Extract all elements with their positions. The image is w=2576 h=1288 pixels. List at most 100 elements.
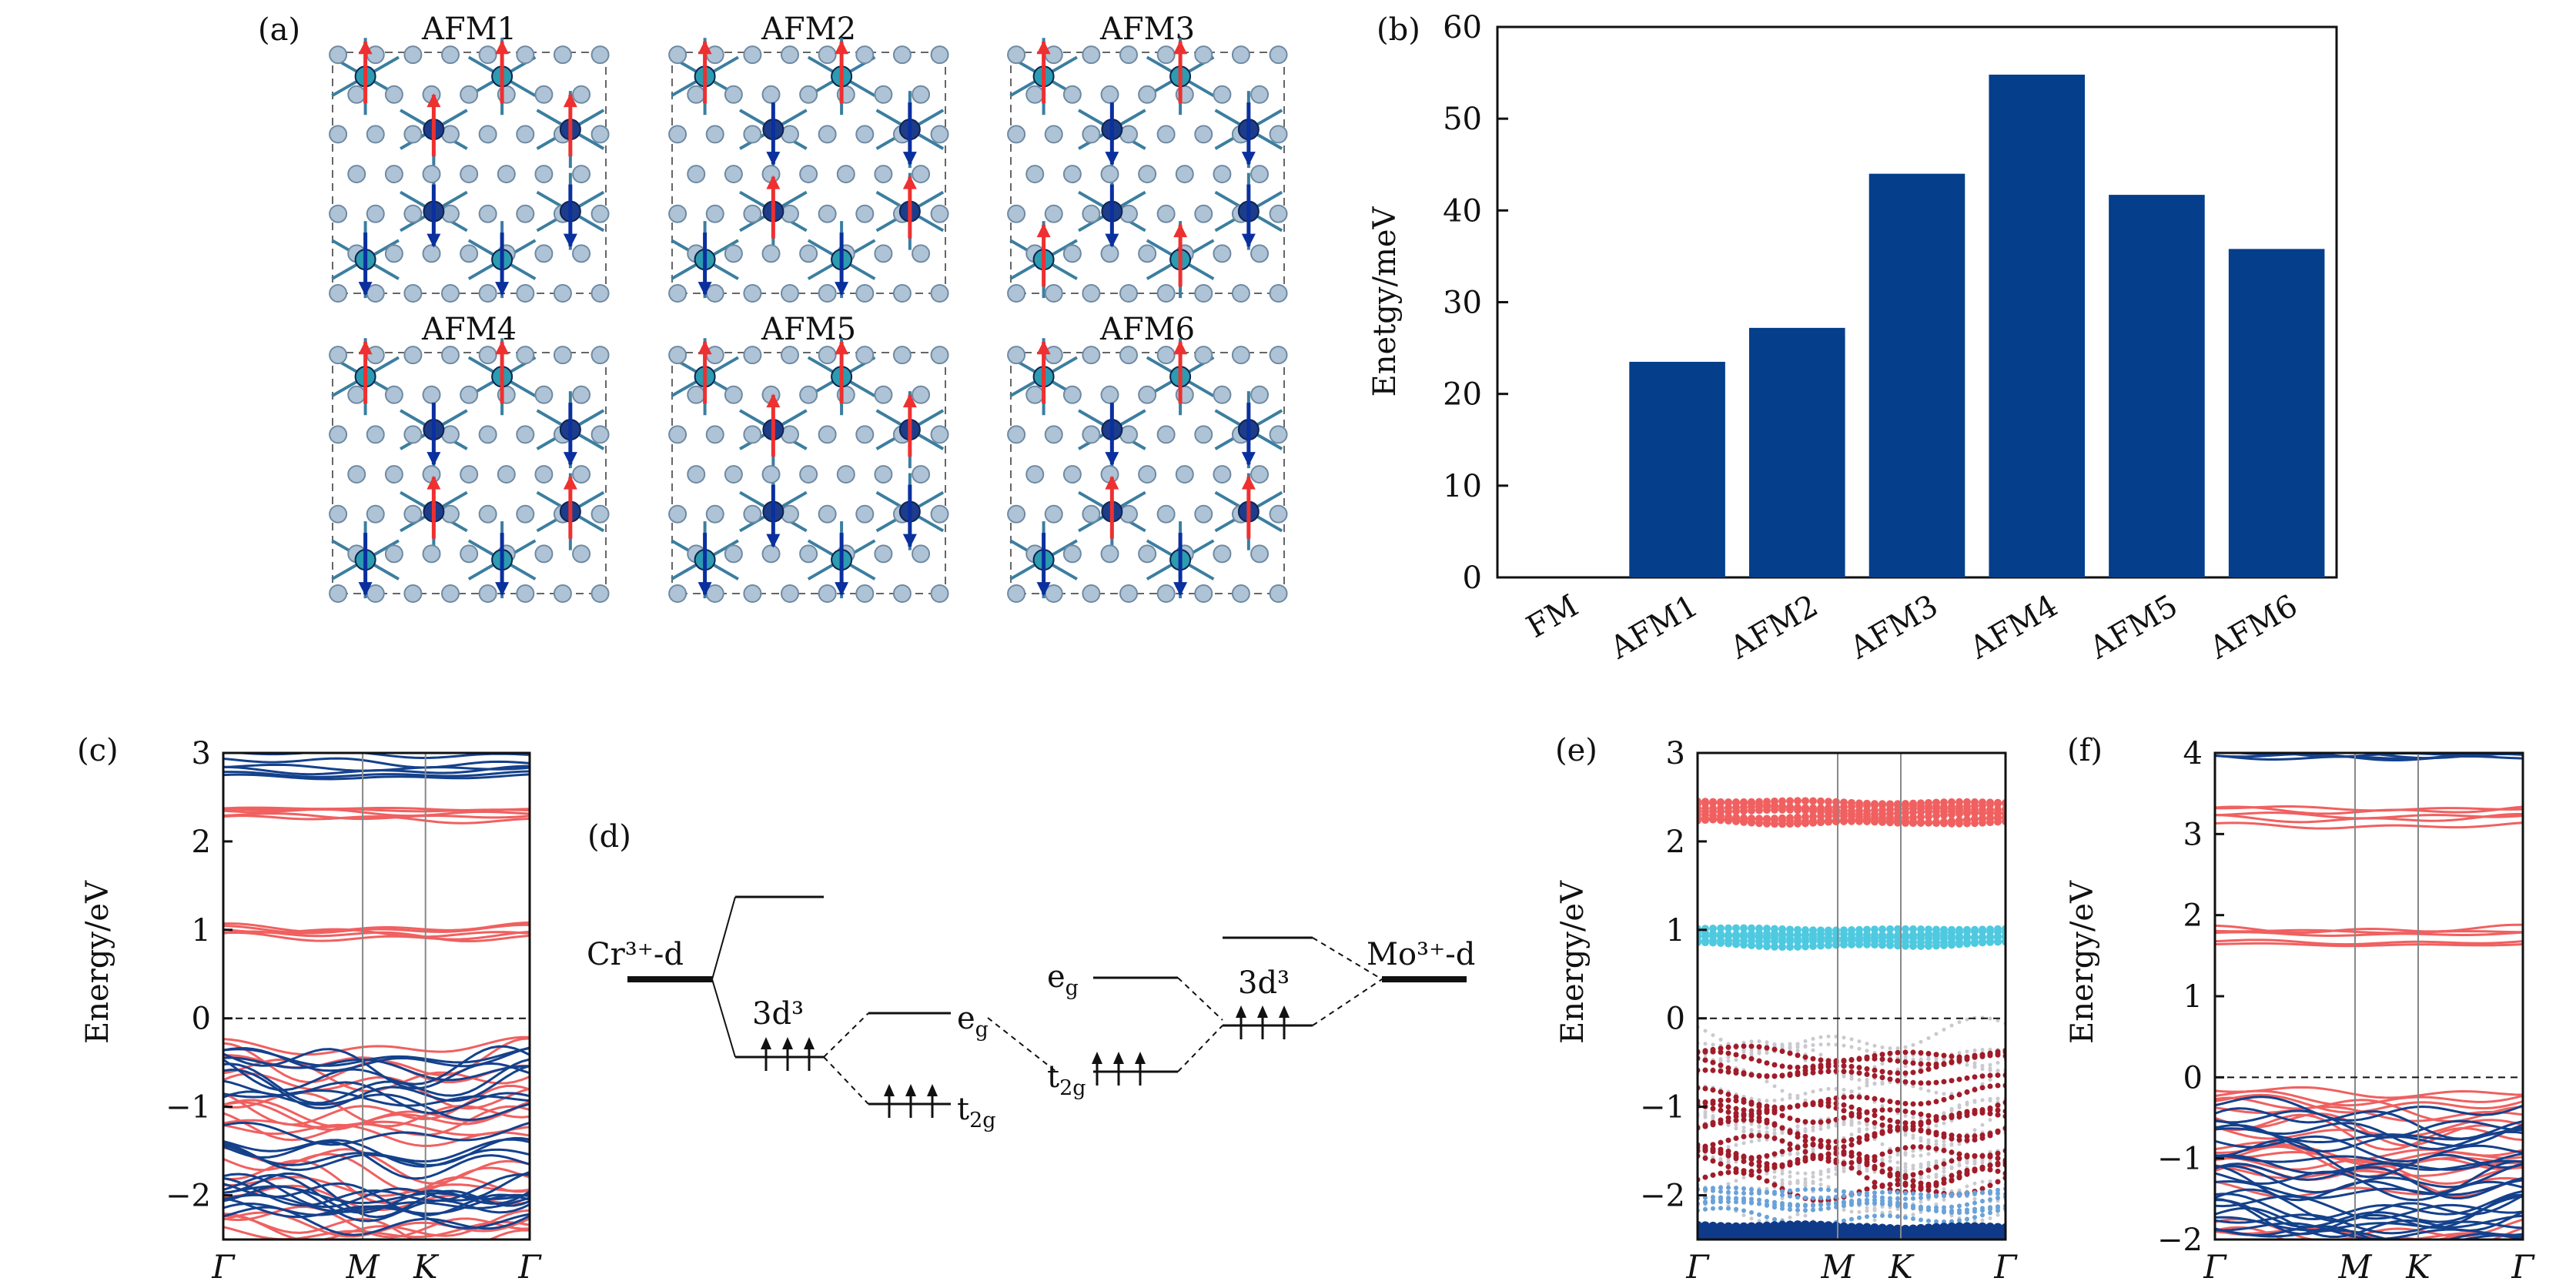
band-point [1810, 1066, 1816, 1072]
band-point [1734, 1199, 1738, 1205]
band-point [1825, 811, 1832, 820]
ligand-atom [329, 284, 348, 303]
band-point [1779, 1112, 1785, 1119]
ligand-atom [724, 544, 743, 564]
ligand-atom [422, 385, 441, 404]
band-point [1918, 1122, 1924, 1128]
band-point [1919, 1165, 1923, 1169]
band-point [1701, 798, 1709, 806]
spin-up-arrow-head [1173, 340, 1188, 355]
band-point [1887, 1099, 1893, 1105]
band-line [2215, 1089, 2523, 1107]
band-point [1718, 1037, 1723, 1042]
bar-category-label: AFM2 [1724, 588, 1824, 667]
band-point [1979, 1165, 1986, 1171]
band-point [1778, 1231, 1787, 1239]
band-line [2215, 1229, 2523, 1239]
band-point [1957, 1203, 1962, 1209]
band-point [1710, 1100, 1716, 1106]
band-point [1917, 938, 1925, 946]
ligand-atom [366, 425, 385, 444]
band-point [1909, 1224, 1918, 1234]
band-point [1917, 818, 1925, 827]
band-point [1839, 1222, 1848, 1232]
ligand-atom [590, 45, 610, 65]
band-point [1895, 1067, 1900, 1072]
band-point [1957, 1051, 1962, 1055]
ligand-atom [1194, 125, 1213, 144]
band-point [1811, 1125, 1815, 1129]
band-point [1811, 1203, 1815, 1208]
band-point [1980, 1158, 1985, 1163]
band-point [1708, 1229, 1718, 1239]
ligand-atom [1119, 425, 1139, 444]
band-point [1818, 1042, 1823, 1047]
ligand-atom [1250, 544, 1270, 564]
ligand-atom [818, 204, 837, 223]
band-point [1771, 1135, 1778, 1141]
band-point [1895, 1124, 1901, 1130]
band-point [1902, 1049, 1909, 1055]
band-point [1934, 1032, 1939, 1036]
band-point [1995, 1155, 2001, 1161]
band-point [1894, 814, 1902, 822]
band-point [1972, 1190, 1977, 1196]
band-point [1910, 1060, 1916, 1066]
band-point [1979, 798, 1986, 807]
band-point [1925, 818, 1932, 827]
band-point [1963, 816, 1971, 825]
band-point [1895, 1206, 1900, 1211]
band-point [1932, 1223, 1941, 1233]
ligand-atom [668, 504, 687, 524]
structure-afm6: AFM6 [1007, 312, 1288, 603]
band-point [1702, 1122, 1708, 1129]
ligand-atom [366, 504, 385, 524]
electron-arrow-head [1257, 1005, 1268, 1018]
band-point [1788, 1169, 1792, 1174]
band-point [1756, 1115, 1762, 1121]
band-point [1818, 1142, 1824, 1148]
band-point [1857, 1121, 1862, 1126]
ligand-atom [441, 125, 460, 144]
band-point [1764, 1153, 1770, 1159]
ligand-atom [668, 584, 687, 603]
ligand-atom [441, 284, 460, 303]
band-point [1771, 937, 1778, 945]
band-point [1803, 1177, 1808, 1182]
panel-f-y-axis-label: Energy/eV [2065, 880, 2100, 1044]
band-point [1710, 1067, 1716, 1073]
band-point [1718, 1161, 1724, 1167]
band-point [1894, 931, 1902, 939]
band-line [223, 1173, 530, 1214]
band-point [1902, 1145, 1909, 1151]
band-point [1849, 1216, 1854, 1222]
band-point [1708, 1221, 1718, 1231]
ligand-atom [1138, 385, 1157, 404]
band-point [1718, 1097, 1724, 1103]
band-point [1763, 925, 1771, 933]
band-point [1926, 1194, 1931, 1199]
band-point [1926, 1138, 1931, 1142]
ligand-atom [1194, 204, 1213, 223]
ligand-atom [930, 504, 949, 524]
band-point [1987, 1183, 1993, 1189]
band-point [1879, 1069, 1885, 1075]
band-point [1880, 1045, 1885, 1050]
band-point [1734, 1206, 1738, 1212]
band-point [1848, 1104, 1855, 1110]
ligand-atom [516, 284, 535, 303]
band-point [1755, 1222, 1764, 1232]
band-point [1780, 1089, 1785, 1093]
spin-up-arrow-head [358, 340, 373, 355]
ligand-atom [1062, 465, 1082, 484]
band-point [1725, 813, 1732, 821]
band-line [223, 1105, 530, 1142]
band-point [1895, 1182, 1901, 1188]
band-point [1732, 813, 1740, 821]
band-point [1942, 1139, 1946, 1144]
ligand-atom [329, 504, 348, 524]
ligand-atom [818, 125, 837, 144]
band-point [1978, 1222, 1987, 1232]
band-point [1965, 1184, 1969, 1189]
band-point [1917, 813, 1925, 821]
